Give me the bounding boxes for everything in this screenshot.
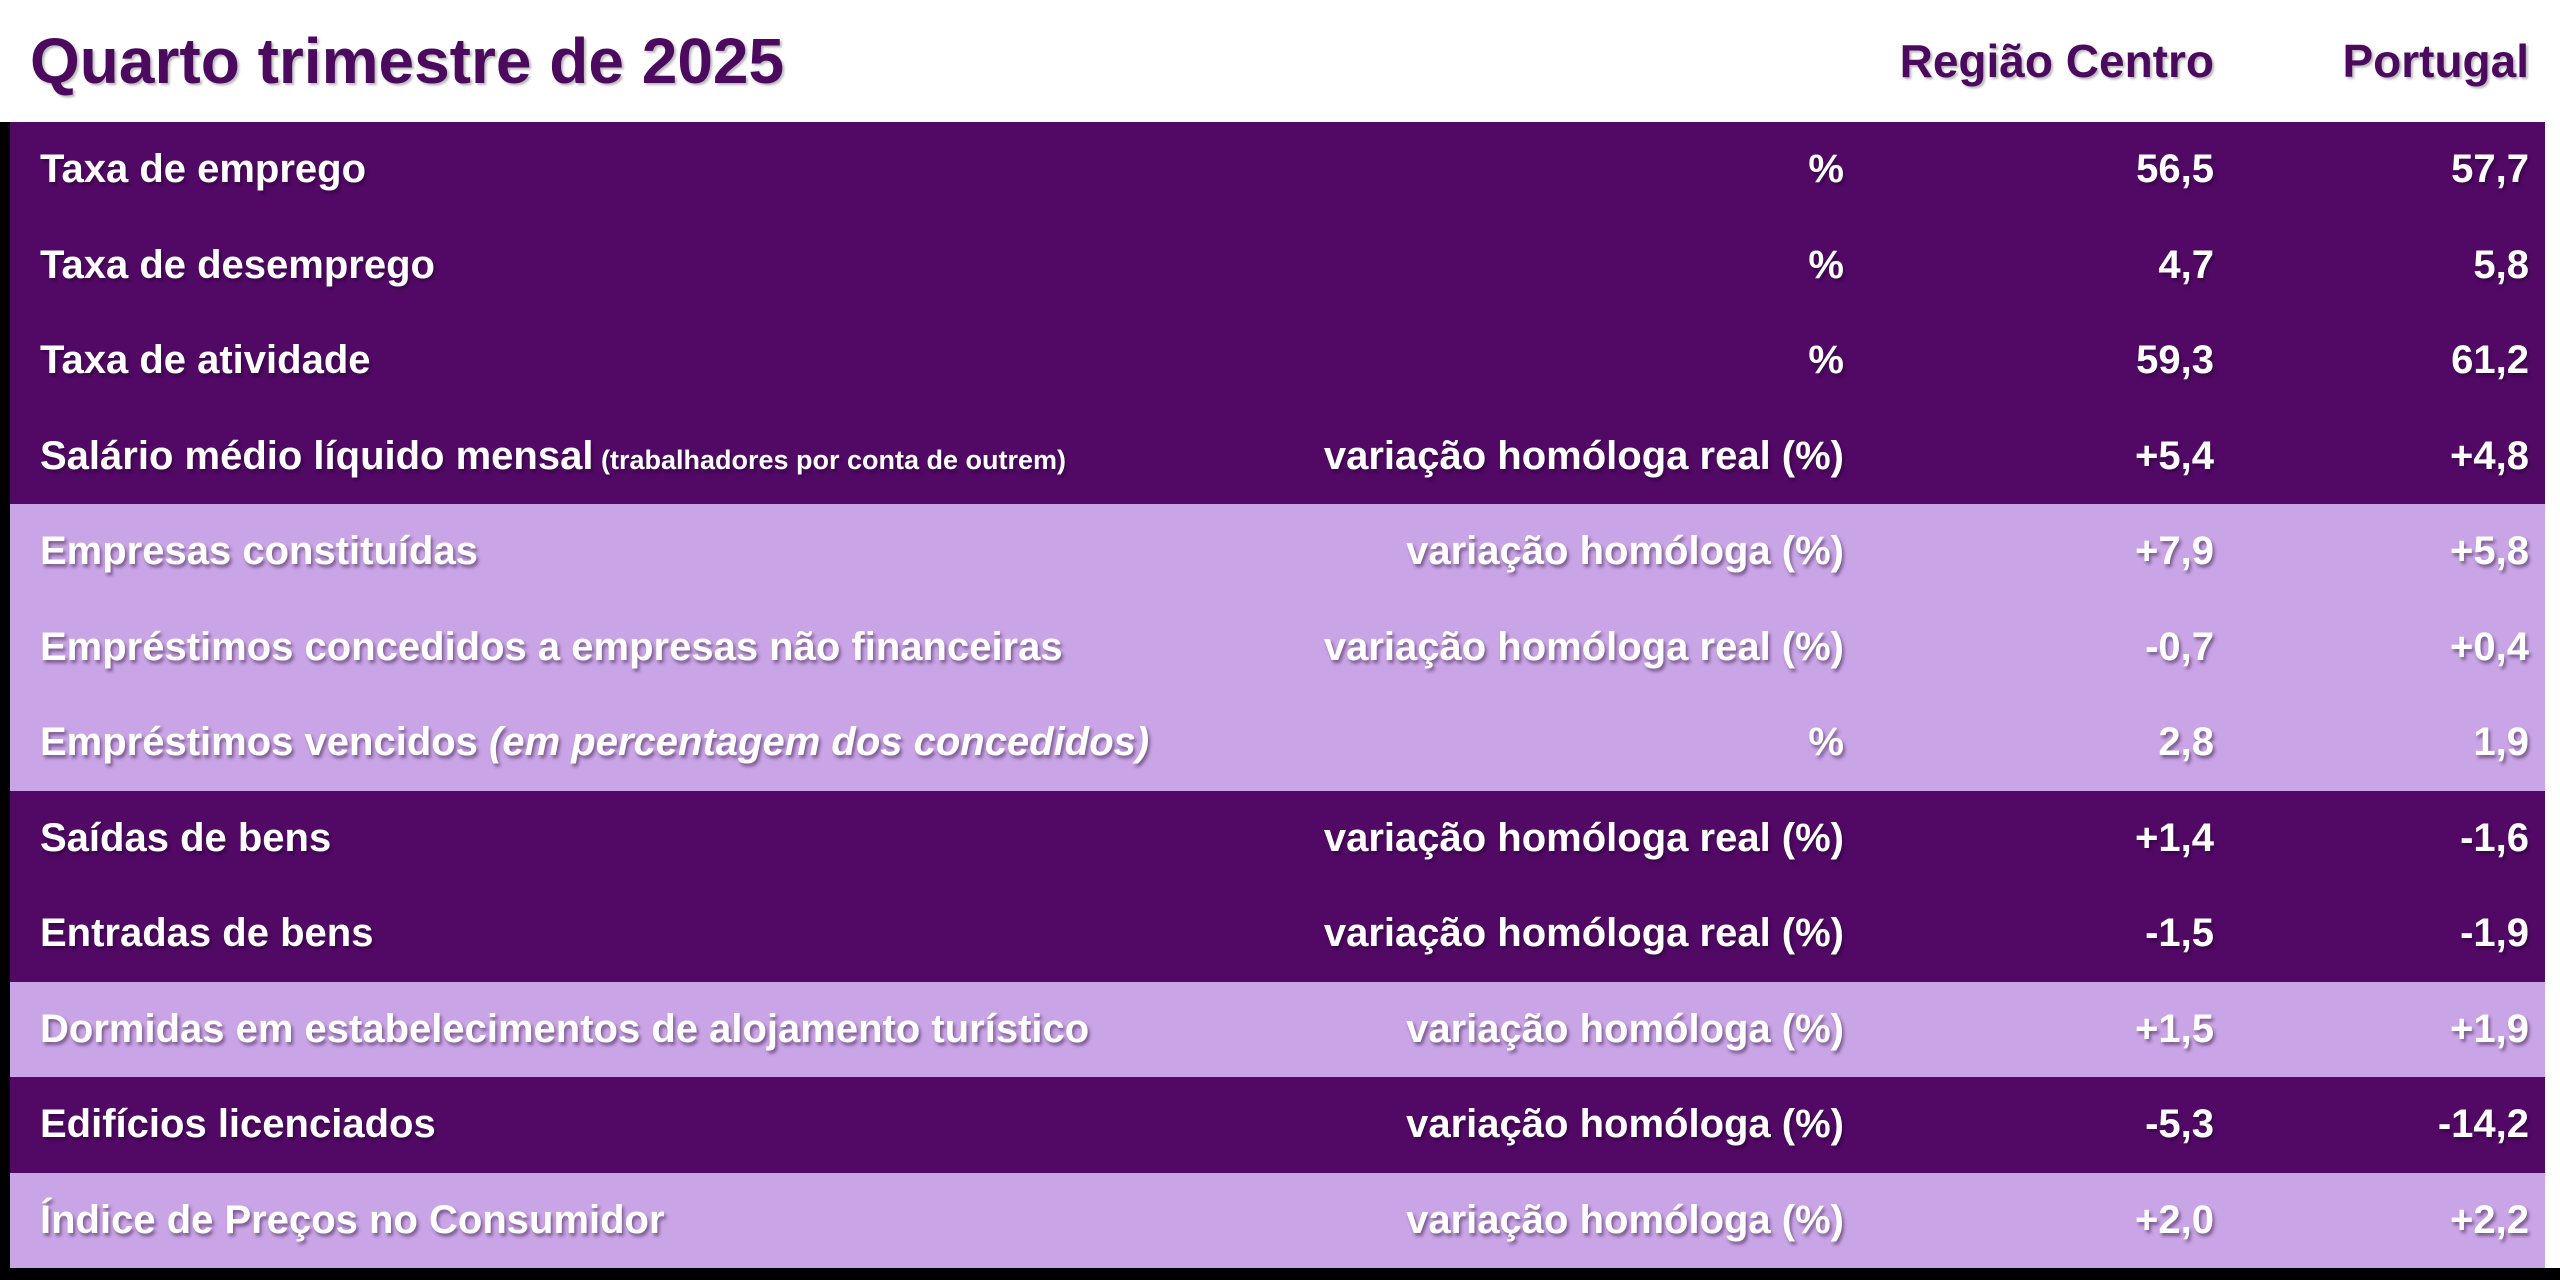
table-row: Salário médio líquido mensal (trabalhado… [10, 408, 2545, 504]
left-edge-bar [0, 12, 10, 1280]
value-regiao-centro: 4,7 [2158, 242, 2214, 287]
value-regiao-centro: +1,4 [2135, 815, 2214, 860]
table-row: Taxa de desemprego% 4,7 5,8 [10, 217, 2545, 313]
row-unit: % [1808, 338, 1844, 383]
value-portugal: -1,6 [2460, 815, 2529, 860]
row-unit: % [1808, 147, 1844, 192]
table-row: Entradas de bens variação homóloga real (… [10, 886, 2545, 982]
value-portugal: -14,2 [2437, 1102, 2529, 1147]
row-unit: variação homóloga (%) [1406, 1102, 1844, 1147]
value-regiao-centro: 56,5 [2136, 147, 2214, 192]
row-label: Salário médio líquido mensal (trabalhado… [40, 433, 1067, 478]
value-portugal: +4,8 [2450, 433, 2529, 478]
row-label: Entradas de bens [40, 911, 374, 956]
row-label: Empresas constituídas [40, 529, 478, 574]
table-row: Índice de Preços no Consumidor variação h… [10, 1172, 2545, 1268]
row-label: Taxa de emprego [40, 147, 367, 192]
row-unit: variação homóloga (%) [1406, 529, 1844, 574]
value-regiao-centro: +7,9 [2135, 529, 2214, 574]
row-label: Índice de Preços no Consumidor [40, 1197, 665, 1242]
row-unit: variação homóloga real (%) [1323, 911, 1844, 956]
indicators-table: Taxa de emprego% 56,5 57,7 Taxa de desempre… [10, 122, 2545, 1268]
value-portugal: 57,7 [2451, 147, 2529, 192]
row-unit: % [1808, 242, 1844, 287]
column-header-regiao-centro: Região Centro [1899, 35, 2214, 87]
table-row: Empresas constituídas variação homóloga (… [10, 504, 2545, 600]
value-portugal: +1,9 [2450, 1006, 2529, 1051]
value-portugal: +5,8 [2450, 529, 2529, 574]
value-regiao-centro: +2,0 [2135, 1197, 2214, 1242]
page-title: Quarto trimestre de 2025 [30, 25, 785, 97]
row-unit: % [1808, 720, 1844, 765]
value-regiao-centro: 59,3 [2136, 338, 2214, 383]
row-unit: variação homóloga real (%) [1323, 815, 1844, 860]
row-unit: variação homóloga real (%) [1323, 433, 1844, 478]
value-regiao-centro: -0,7 [2145, 624, 2214, 669]
row-label-italic-note: (em percentagem dos concedidos) [477, 720, 1150, 765]
value-portugal: +0,4 [2450, 624, 2529, 669]
table-row: Dormidas em estabelecimentos de alojamen… [10, 981, 2545, 1077]
value-regiao-centro: -1,5 [2145, 911, 2214, 956]
table-row: Taxa de atividade% 59,3 61,2 [10, 313, 2545, 409]
column-header-portugal: Portugal [2342, 35, 2529, 87]
value-portugal: -1,9 [2460, 911, 2529, 956]
row-label-note: (trabalhadores por conta de outrem) [593, 444, 1067, 475]
value-portugal: 61,2 [2451, 338, 2529, 383]
table-row: Empréstimos vencidos (em percentagem dos… [10, 695, 2545, 791]
row-label: Taxa de desemprego [40, 242, 435, 287]
table-row: Empréstimos concedidos a empresas não fi… [10, 599, 2545, 695]
value-portugal: 1,9 [2473, 720, 2529, 765]
value-regiao-centro: 2,8 [2158, 720, 2214, 765]
row-label: Empréstimos concedidos a empresas não fi… [40, 624, 1063, 669]
table-row: Edifícios licenciados variação homóloga (… [10, 1077, 2545, 1173]
row-label: Taxa de atividade [40, 338, 371, 383]
value-regiao-centro: +5,4 [2135, 433, 2214, 478]
bottom-edge-bar [0, 1268, 2560, 1280]
row-unit: variação homóloga (%) [1406, 1197, 1844, 1242]
row-label: Saídas de bens [40, 815, 332, 860]
value-portugal: 5,8 [2473, 242, 2529, 287]
value-portugal: +2,2 [2450, 1197, 2529, 1242]
row-label: Edifícios licenciados [40, 1102, 436, 1147]
value-regiao-centro: -5,3 [2145, 1102, 2214, 1147]
row-unit: variação homóloga real (%) [1323, 624, 1844, 669]
table-row: Saídas de bens variação homóloga real (%)… [10, 790, 2545, 886]
value-regiao-centro: +1,5 [2135, 1006, 2214, 1051]
table-row: Taxa de emprego% 56,5 57,7 [10, 122, 2545, 218]
row-label: Empréstimos vencidos (em percentagem dos… [40, 720, 1150, 765]
header: Quarto trimestre de 2025 Região Centro P… [0, 0, 2560, 122]
row-label: Dormidas em estabelecimentos de alojamen… [40, 1006, 1090, 1051]
row-unit: variação homóloga (%) [1406, 1006, 1844, 1051]
